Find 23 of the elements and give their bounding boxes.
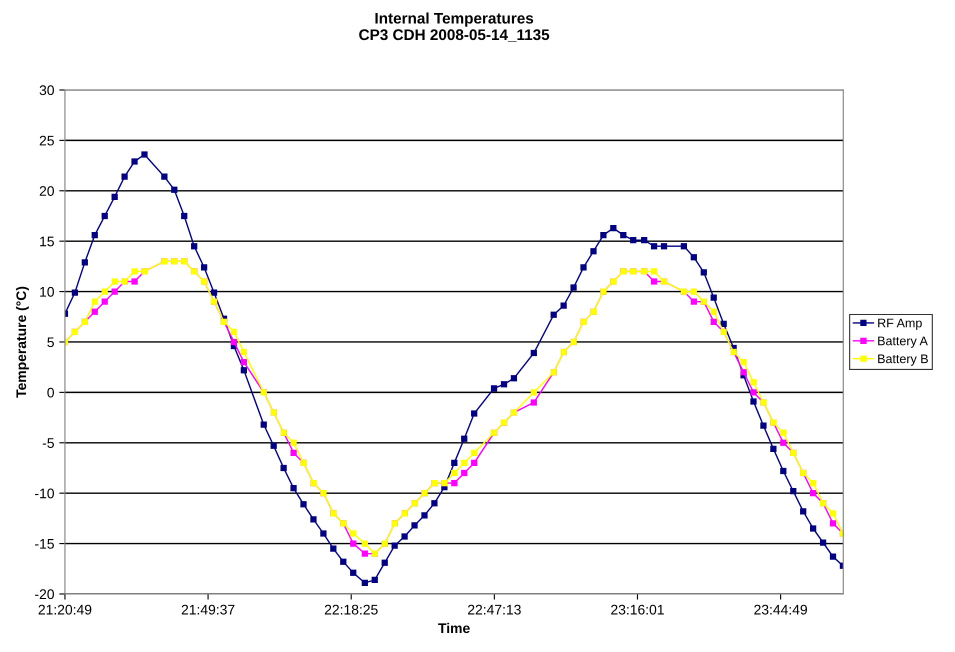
x-tick-label: 21:49:37	[182, 604, 234, 615]
y-tick-label: -5	[42, 438, 54, 448]
y-tick-label: 10	[40, 286, 54, 297]
y-axis-title: Temperature (°C)	[16, 286, 29, 398]
chart-title: Internal Temperatures CP3 CDH 2008-05-14_1135	[359, 12, 550, 42]
legend-label: Battery A	[878, 336, 928, 348]
y-tick-label: 25	[40, 136, 54, 146]
y-tick-label: -20	[35, 589, 54, 600]
x-axis-title: Time	[438, 622, 470, 634]
x-tick-label: 23:44:49	[754, 604, 807, 615]
legend-label: Battery B	[878, 354, 928, 366]
y-tick-label: 20	[40, 186, 54, 196]
y-tick-label: -10	[35, 488, 54, 498]
x-tick-label: 22:47:13	[468, 604, 521, 615]
x-tick-label: 21:20:49	[38, 604, 92, 615]
y-tick-label: -15	[35, 539, 54, 549]
legend-label: RF Amp	[878, 318, 922, 330]
y-tick-label: 15	[40, 236, 54, 246]
y-tick-label: 0	[47, 388, 54, 398]
y-tick-label: 5	[47, 337, 54, 348]
y-tick-label: 30	[40, 85, 54, 96]
x-tick-label: 23:16:01	[611, 604, 664, 615]
x-tick-label: 22:18:25	[324, 604, 378, 615]
